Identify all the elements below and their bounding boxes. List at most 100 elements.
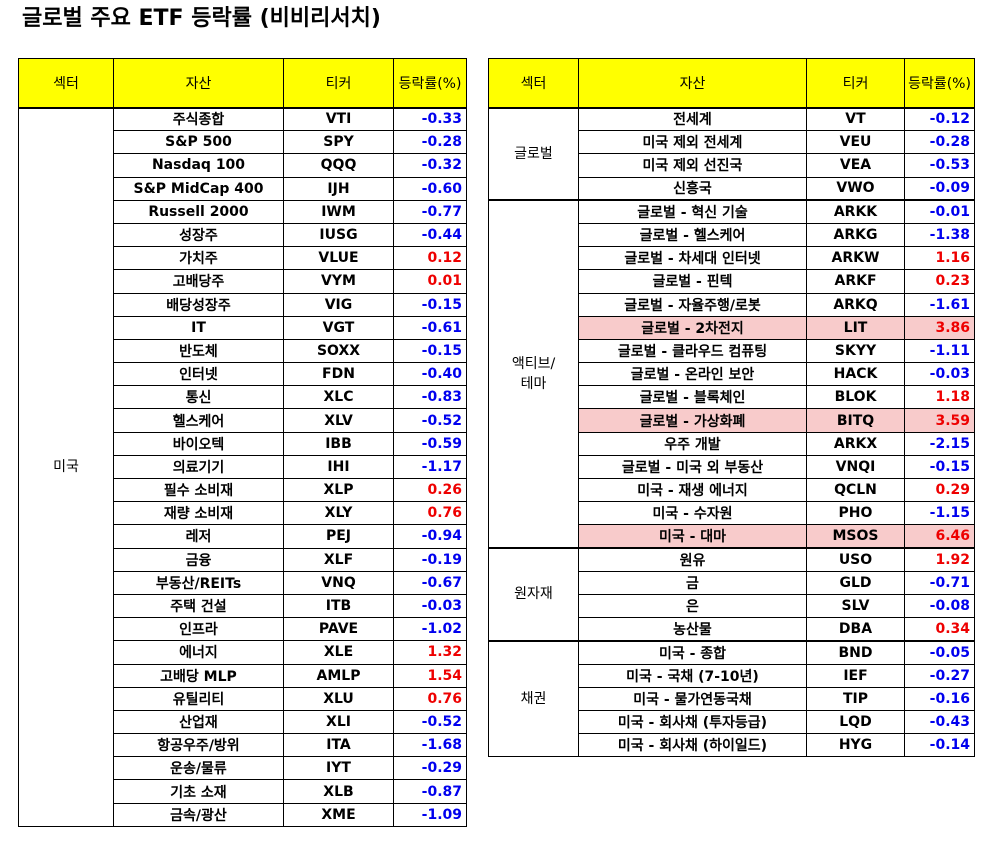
ticker-cell: MSOS: [806, 524, 905, 549]
ticker-cell: VNQI: [806, 454, 905, 480]
table-row: 미국 - 재생 에너지 QCLN 0.29: [489, 477, 975, 503]
ticker-cell: IBB: [283, 431, 394, 456]
table-row: Russell 2000 IWM -0.77: [19, 199, 467, 224]
asset-cell: 미국 - 종합: [578, 640, 807, 665]
table-row: 운송/물류 IYT -0.29: [19, 756, 467, 781]
asset-cell: 주식종합: [113, 106, 284, 132]
change-cell: -0.29: [393, 756, 467, 781]
change-cell: -1.02: [393, 617, 467, 642]
ticker-cell: ITB: [283, 593, 394, 619]
asset-cell: 고배당 MLP: [113, 663, 284, 688]
sector-group: 원자재 원유 USO 1.92 금 GLD -0.71 은 SLV -0.08 농산물 DBA 0.34: [488, 547, 975, 642]
table-row: 인터넷 FDN -0.40: [19, 362, 467, 387]
sector-cell: 미국: [18, 107, 114, 827]
header-asset: 자산: [578, 58, 807, 108]
change-cell: -0.15: [393, 292, 467, 317]
table-row: 성장주 IUSG -0.44: [19, 222, 467, 248]
change-cell: -0.28: [904, 130, 975, 155]
header-row: 섹터 자산 티커 등락률(%): [488, 58, 975, 108]
ticker-cell: HACK: [806, 362, 905, 387]
change-cell: -0.59: [393, 431, 467, 456]
change-cell: -0.09: [904, 176, 975, 201]
change-cell: -0.67: [393, 570, 467, 595]
change-cell: 0.29: [904, 477, 975, 503]
change-cell: 0.23: [904, 269, 975, 294]
ticker-cell: VWO: [806, 176, 905, 201]
ticker-cell: VEU: [806, 130, 905, 155]
table-row: 인프라 PAVE -1.02: [19, 617, 467, 642]
table-row: IT VGT -0.61: [19, 315, 467, 340]
change-cell: -0.83: [393, 385, 467, 410]
asset-cell: 금속/광산: [113, 802, 284, 827]
change-cell: -0.32: [393, 153, 467, 178]
ticker-cell: PHO: [806, 501, 905, 526]
ticker-cell: LIT: [806, 315, 905, 340]
asset-cell: 금: [578, 570, 807, 595]
table-row: 고배당 MLP AMLP 1.54: [19, 663, 467, 688]
asset-cell: 농산물: [578, 617, 807, 642]
table-row: 미국 - 회사채 (하이일드) HYG -0.14: [489, 733, 975, 758]
asset-cell: 바이오텍: [113, 431, 284, 456]
change-cell: -0.05: [904, 640, 975, 665]
change-cell: -0.33: [393, 106, 467, 132]
asset-cell: 미국 - 재생 에너지: [578, 477, 807, 503]
asset-cell: 우주 개발: [578, 431, 807, 456]
asset-cell: 반도체: [113, 338, 284, 364]
header-row: 섹터 자산 티커 등락률(%): [18, 58, 467, 108]
table-row: 우주 개발 ARKX -2.15: [489, 431, 975, 456]
table-row: 글로벌 - 핀텍 ARKF 0.23: [489, 269, 975, 294]
asset-cell: 글로벌 - 차세대 인터넷: [578, 246, 807, 271]
table-row: 은 SLV -0.08: [489, 593, 975, 619]
asset-cell: 미국 - 회사채 (투자등급): [578, 709, 807, 735]
table-row: 글로벌 - 자율주행/로봇 ARKQ -1.61: [489, 292, 975, 317]
table-row: Nasdaq 100 QQQ -0.32: [19, 153, 467, 178]
change-cell: -0.52: [393, 408, 467, 433]
header-ticker: 티커: [806, 58, 905, 108]
asset-cell: IT: [113, 315, 284, 340]
change-cell: 0.76: [393, 686, 467, 711]
page-title: 글로벌 주요 ETF 등락률 (비비리서치): [22, 6, 381, 31]
asset-cell: 신흥국: [578, 176, 807, 201]
change-cell: -0.61: [393, 315, 467, 340]
ticker-cell: ARKW: [806, 246, 905, 271]
ticker-cell: SOXX: [283, 338, 394, 364]
ticker-cell: QCLN: [806, 477, 905, 503]
table-row: 미국 - 물가연동국채 TIP -0.16: [489, 686, 975, 711]
asset-cell: 필수 소비재: [113, 477, 284, 503]
sector-cell: 액티브/ 테마: [488, 199, 579, 549]
asset-cell: 통신: [113, 385, 284, 410]
asset-cell: 부동산/REITs: [113, 570, 284, 595]
table-row: 가치주 VLUE 0.12: [19, 246, 467, 271]
ticker-cell: XLP: [283, 477, 394, 503]
ticker-cell: BND: [806, 640, 905, 665]
change-cell: -0.15: [393, 338, 467, 364]
header-change: 등락률(%): [904, 58, 975, 108]
change-cell: 1.92: [904, 547, 975, 572]
asset-cell: 글로벌 - 2차전지: [578, 315, 807, 340]
ticker-cell: XLU: [283, 686, 394, 711]
change-cell: -1.09: [393, 802, 467, 827]
change-cell: 0.76: [393, 501, 467, 526]
change-cell: 0.12: [393, 246, 467, 271]
change-cell: 1.16: [904, 246, 975, 271]
change-cell: 0.01: [393, 269, 467, 294]
asset-cell: 글로벌 - 미국 외 부동산: [578, 454, 807, 480]
asset-cell: 글로벌 - 가상화폐: [578, 408, 807, 433]
ticker-cell: XME: [283, 802, 394, 827]
ticker-cell: AMLP: [283, 663, 394, 688]
table-row: 글로벌 - 가상화폐 BITQ 3.59: [489, 408, 975, 433]
ticker-cell: IHI: [283, 454, 394, 480]
ticker-cell: XLI: [283, 709, 394, 735]
table-row: 글로벌 - 2차전지 LIT 3.86: [489, 315, 975, 340]
asset-cell: S&P 500: [113, 130, 284, 155]
ticker-cell: VNQ: [283, 570, 394, 595]
asset-cell: 미국 - 물가연동국채: [578, 686, 807, 711]
asset-cell: 레저: [113, 524, 284, 549]
ticker-cell: IEF: [806, 663, 905, 688]
change-cell: -0.87: [393, 779, 467, 804]
ticker-cell: IUSG: [283, 222, 394, 248]
ticker-cell: FDN: [283, 362, 394, 387]
header-asset: 자산: [113, 58, 284, 108]
ticker-cell: XLV: [283, 408, 394, 433]
ticker-cell: IWM: [283, 199, 394, 224]
